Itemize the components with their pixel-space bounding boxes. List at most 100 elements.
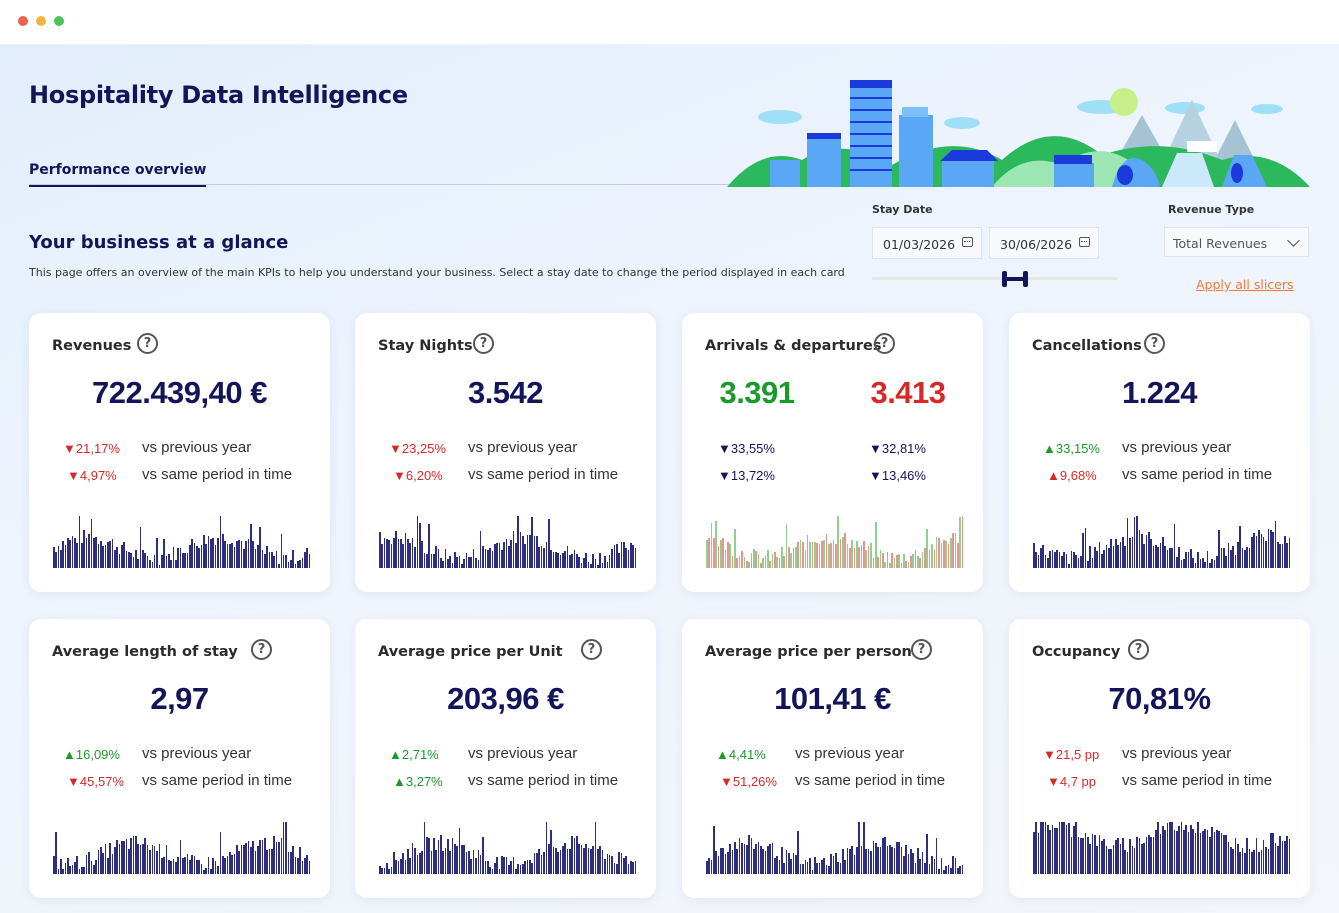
triangle-up-icon: ▲	[1043, 441, 1056, 456]
sparkline-bar	[149, 560, 151, 568]
help-icon[interactable]: ?	[911, 639, 932, 660]
sparkline-bar	[1112, 546, 1115, 568]
sparkline-bar	[264, 838, 266, 874]
sparkline-bar	[722, 538, 725, 568]
sparkline-bar	[874, 522, 877, 568]
sparkline-bar	[458, 555, 461, 568]
sparkline-bar	[1241, 847, 1244, 874]
card-title: Arrivals & departures	[705, 338, 882, 354]
sparkline-bar	[816, 862, 818, 874]
sparkline-bar	[717, 545, 720, 568]
sparkline-bar	[508, 864, 510, 874]
sparkline-bar	[461, 844, 463, 874]
sparkline-bar	[752, 849, 755, 874]
sparkline-bar	[214, 544, 217, 568]
sparkline-bar	[564, 842, 566, 874]
delta-percent: 45,57%	[79, 774, 124, 789]
triangle-up-icon: ▲	[63, 747, 76, 762]
sparkline-bar	[182, 553, 184, 568]
sparkline-bar	[273, 835, 276, 874]
sparkline-bar	[193, 856, 196, 874]
sparkline-bar	[1105, 544, 1108, 568]
sparkline-bar	[1279, 836, 1281, 874]
sparkline-bar	[210, 539, 212, 568]
help-icon[interactable]: ?	[874, 333, 895, 354]
date-range-slider[interactable]	[872, 277, 1118, 280]
sparkline-bar	[524, 861, 527, 874]
help-icon[interactable]: ?	[1144, 333, 1165, 354]
sparkline-bar	[172, 547, 175, 568]
sparkline-bar	[294, 856, 297, 874]
minimize-window-button[interactable]	[36, 16, 46, 26]
sparkline-bar	[1070, 836, 1073, 874]
sparkline-bar	[759, 563, 762, 568]
sparkline-bar	[559, 554, 562, 568]
sparkline-bar	[486, 549, 489, 568]
end-date-input[interactable]: 30/06/2026	[989, 227, 1099, 259]
sparkline-bar	[271, 848, 273, 874]
sparkline-bar	[926, 834, 929, 874]
sparkline-bar	[1279, 544, 1281, 568]
delta-percent: 32,81%	[881, 441, 926, 456]
sparkline-bar	[576, 835, 578, 874]
start-date-input[interactable]: 01/03/2026	[872, 227, 982, 259]
calendar-icon[interactable]	[1079, 237, 1090, 247]
sparkline-bar	[1180, 822, 1183, 874]
sparkline-bar	[538, 848, 541, 874]
sparkline-bar	[1194, 832, 1197, 874]
sparkline-bar	[745, 844, 748, 874]
sparkline-bar	[874, 842, 877, 874]
sparkline-bar	[729, 544, 732, 568]
sparkline-bar	[1079, 556, 1082, 568]
sparkline-bar	[1091, 558, 1094, 568]
sparkline-bar	[601, 850, 604, 874]
sparkline-bar	[121, 840, 123, 874]
sparkline-bar	[252, 541, 254, 568]
help-icon[interactable]: ?	[1128, 639, 1149, 660]
sparkline-chart	[706, 508, 964, 568]
sparkline-bar	[280, 534, 283, 568]
delta-percent: 13,46%	[881, 468, 926, 483]
revenue-type-dropdown[interactable]: Total Revenues	[1164, 227, 1309, 257]
sparkline-bar	[71, 864, 74, 874]
sparkline-bar	[568, 555, 571, 568]
sparkline-bar	[118, 843, 121, 874]
sparkline-bar	[99, 541, 102, 568]
calendar-icon[interactable]	[962, 237, 973, 247]
sparkline-bar	[893, 847, 896, 874]
close-window-button[interactable]	[18, 16, 28, 26]
apply-all-slicers-link[interactable]: Apply all slicers	[1196, 277, 1294, 292]
sparkline-bar	[604, 858, 606, 874]
sparkline-bar	[820, 541, 823, 568]
sparkline-bar	[856, 846, 858, 874]
sparkline-bar	[599, 553, 602, 568]
sparkline-bar	[851, 539, 854, 568]
sparkline-bar	[144, 553, 147, 568]
sparkline-bar	[912, 852, 915, 874]
sparkline-bar	[273, 556, 276, 568]
sparkline-bar	[217, 537, 219, 568]
sparkline-bar	[557, 851, 559, 874]
help-icon[interactable]: ?	[137, 333, 158, 354]
sparkline-bar	[381, 867, 383, 874]
help-icon[interactable]: ?	[251, 639, 272, 660]
sparkline-bar	[524, 544, 527, 568]
maximize-window-button[interactable]	[54, 16, 64, 26]
help-icon[interactable]: ?	[581, 639, 602, 660]
sparkline-bar	[179, 840, 182, 874]
kpi-value: 203,96 €	[447, 681, 564, 716]
sparkline-bar	[1255, 838, 1258, 874]
sparkline-bar	[1093, 834, 1096, 874]
help-icon[interactable]: ?	[473, 333, 494, 354]
sparkline-bar	[1225, 834, 1227, 874]
sparkline-bar	[522, 864, 524, 874]
sparkline-bar	[905, 561, 907, 568]
tab-performance-overview[interactable]: Performance overview	[29, 162, 207, 187]
sparkline-bar	[515, 542, 517, 568]
delta-percent: 16,09%	[75, 747, 120, 762]
card-title: Average price per person	[705, 644, 912, 660]
sparkline-bar	[250, 846, 252, 874]
sparkline-bar	[132, 836, 135, 874]
sparkline-bar	[592, 846, 595, 874]
date-range-slider-handle[interactable]	[1002, 271, 1028, 287]
